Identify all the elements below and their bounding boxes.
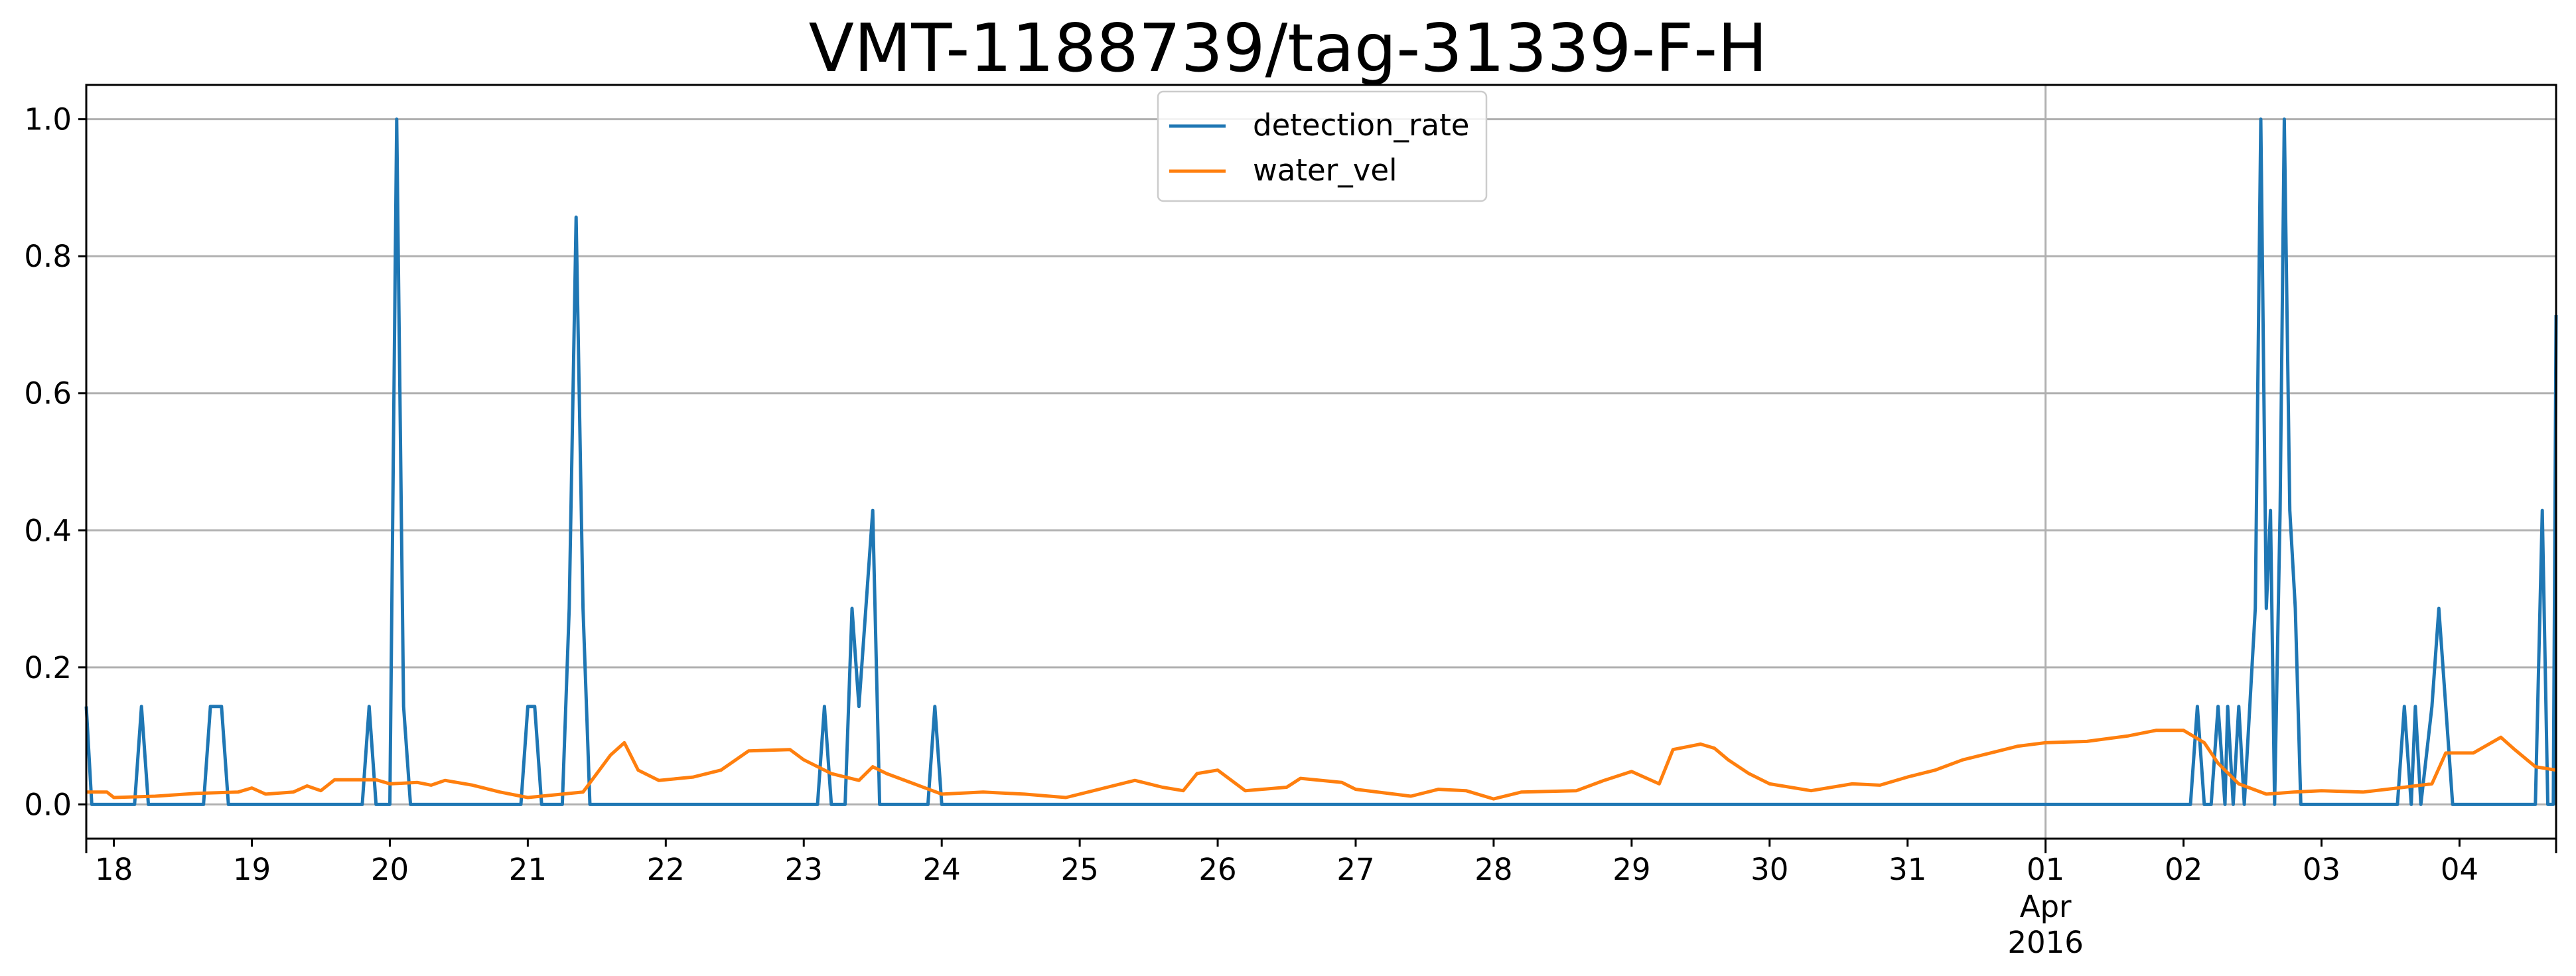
x-tick-label: 21 — [509, 852, 547, 887]
x-tick-label: 25 — [1060, 852, 1098, 887]
legend-box — [1157, 90, 1488, 202]
x-tick-label: 19 — [233, 852, 271, 887]
chart-title: VMT-1188739/tag-31339-F-H — [808, 9, 1768, 87]
series-layer — [84, 117, 2558, 806]
y-tick-label: 0.2 — [24, 650, 72, 685]
y-tick-label: 1.0 — [24, 102, 72, 137]
x-tick-label: 20 — [371, 852, 409, 887]
x-tick-label: 02 — [2165, 852, 2202, 887]
series-line-detection-rate — [84, 117, 2558, 806]
x-tick-label: 28 — [1474, 852, 1512, 887]
x-tick-label: 03 — [2303, 852, 2340, 887]
x-tick-label: 29 — [1612, 852, 1650, 887]
x-tick-label: 23 — [785, 852, 823, 887]
x-tick-label: 18 — [95, 852, 133, 887]
x-tick-label: 04 — [2441, 852, 2478, 887]
y-tick-label: 0.6 — [24, 376, 72, 411]
y-tick-label: 0.0 — [24, 787, 72, 822]
x-tick-label: 31 — [1889, 852, 1926, 887]
y-tick-label: 0.4 — [24, 513, 72, 548]
x-tick-month-label: Apr — [2020, 889, 2072, 924]
x-tick-label: 27 — [1336, 852, 1374, 887]
legend-label-water-vel: water_vel — [1253, 153, 1397, 188]
y-tick-label: 0.8 — [24, 239, 72, 274]
legend-label-detection-rate: detection_rate — [1253, 107, 1469, 143]
legend: detection_rate water_vel — [1157, 90, 1488, 202]
axis-layer: 0.0 0.2 0.4 0.6 0.8 1.0 18 19 20 21 22 23 24 25 26 27 28… — [24, 102, 2557, 960]
x-tick-label: 22 — [647, 852, 685, 887]
x-tick-year-label: 2016 — [2007, 925, 2084, 960]
series-line-water-vel — [86, 729, 2557, 801]
x-tick-label: 30 — [1751, 852, 1788, 887]
x-tick-label: 26 — [1198, 852, 1236, 887]
x-tick-label: 01 — [2027, 852, 2064, 887]
plot-frame — [85, 84, 2557, 840]
x-tick-label: 24 — [923, 852, 961, 887]
